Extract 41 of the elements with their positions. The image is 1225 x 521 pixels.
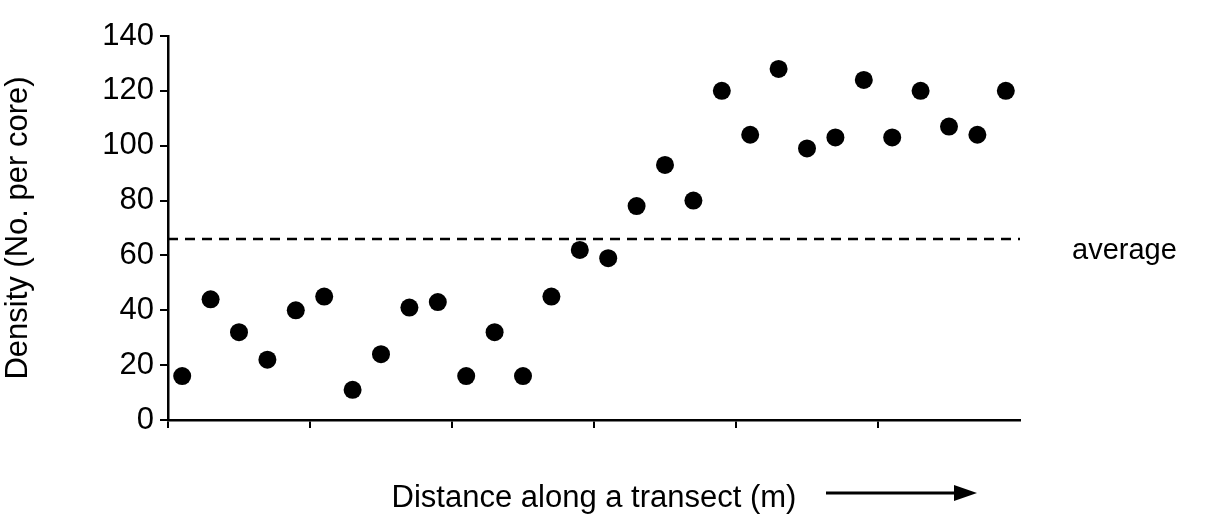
point — [457, 367, 476, 386]
point — [542, 287, 561, 306]
point — [372, 345, 390, 364]
point — [741, 125, 760, 144]
y-tick-label: 140 — [102, 16, 154, 52]
point — [230, 323, 248, 342]
point — [968, 125, 987, 144]
y-tick-label: 120 — [102, 71, 154, 107]
y-tick-label: 0 — [136, 400, 154, 436]
point — [656, 155, 674, 174]
point — [400, 298, 419, 317]
y-axis-title: Density (No. per core) — [0, 76, 35, 380]
y-tick-label: 80 — [119, 181, 154, 217]
point — [173, 367, 192, 386]
point — [826, 128, 845, 147]
point — [996, 81, 1015, 100]
point — [712, 81, 731, 100]
point — [485, 323, 504, 342]
point — [627, 197, 646, 216]
y-tick-label: 100 — [102, 126, 154, 162]
point — [258, 350, 277, 369]
x-axis-title: Distance along a transect (m) — [391, 478, 797, 514]
y-tick-label: 20 — [119, 345, 154, 381]
point — [428, 293, 447, 312]
point — [286, 301, 305, 320]
point — [315, 287, 334, 306]
ref-line-label: average — [1072, 232, 1177, 265]
point — [769, 59, 788, 78]
point — [514, 367, 532, 386]
point — [940, 117, 958, 136]
point — [684, 191, 703, 210]
point — [201, 290, 220, 309]
point — [883, 128, 902, 147]
y-tick-label: 60 — [119, 235, 154, 271]
point — [570, 240, 589, 259]
point — [854, 70, 873, 89]
point — [798, 139, 816, 158]
y-tick-label: 40 — [119, 290, 154, 326]
point — [599, 249, 618, 268]
point — [911, 81, 930, 100]
point — [343, 380, 362, 399]
